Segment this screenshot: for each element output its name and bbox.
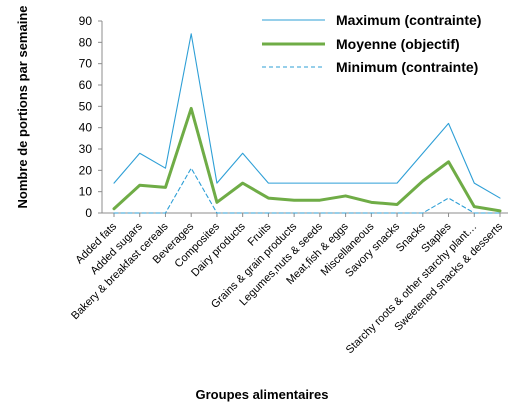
- x-axis-label: Groupes alimentaires: [196, 387, 329, 402]
- y-tick-label: 50: [79, 99, 93, 113]
- y-tick-label: 70: [79, 57, 93, 71]
- y-tick-label: 30: [79, 142, 93, 156]
- y-tick-label: 90: [79, 14, 93, 28]
- y-tick-label: 20: [79, 163, 93, 177]
- chart-axes: [101, 21, 508, 214]
- y-axis-label: Nombre de portions par semaine: [15, 6, 30, 209]
- series-line-3: [113, 167, 501, 214]
- series-line-1: [113, 33, 501, 199]
- y-tick-label: 80: [79, 35, 93, 49]
- x-tick-label: Bakery & breakfast cereals: [69, 220, 171, 322]
- legend-label: Moyenne (objectif): [336, 36, 460, 52]
- legend-label: Maximum (contrainte): [336, 12, 481, 28]
- y-tick-label: 10: [79, 185, 93, 199]
- legend-label: Minimum (contrainte): [336, 59, 478, 75]
- series-lines: [112, 33, 502, 214]
- y-axis-ticks: 0 10 20 30 40 50 60 70 80 90: [79, 14, 102, 220]
- series-line-2: [112, 106, 502, 213]
- y-tick-label: 0: [85, 206, 92, 220]
- chart-legend: Maximum (contrainte) Moyenne (objectif) Mi…: [262, 12, 481, 75]
- y-tick-label: 40: [79, 121, 93, 135]
- y-tick-label: 60: [79, 78, 93, 92]
